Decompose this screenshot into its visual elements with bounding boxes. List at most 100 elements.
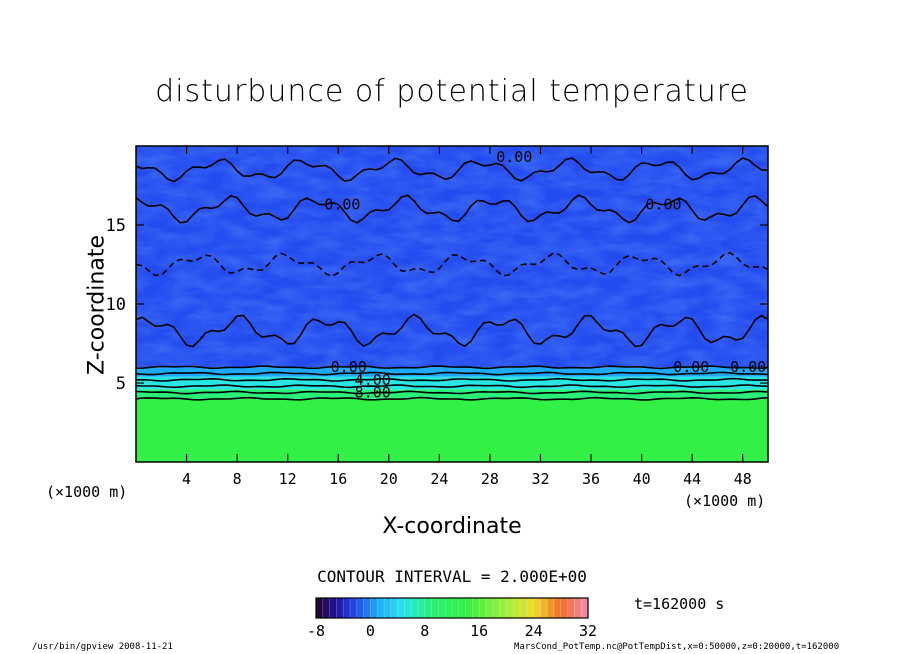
x-unit-right: (×1000 m) (684, 492, 766, 510)
contour-line-mid (135, 313, 769, 348)
colorbar-cell-38 (574, 598, 582, 618)
colorbar-cell-8 (370, 598, 378, 618)
x-tick-label-1: 8 (233, 470, 242, 488)
contour-label-3: 0.00 (496, 148, 532, 166)
colorbar-cell-35 (554, 598, 562, 618)
contour-label-1: 0.00 (324, 195, 360, 213)
colorbar-cell-36 (560, 598, 568, 618)
footer-right: MarsCond_PotTemp.nc@PotTempDist,x=0:5000… (514, 642, 840, 652)
colorbar-cell-4 (343, 598, 351, 618)
contour-line-3 (136, 377, 769, 382)
x-tick-label-6: 28 (481, 470, 499, 488)
y-tick-label-2: 15 (106, 216, 126, 236)
y-tick-label-0: 5 (116, 374, 126, 394)
field-texture (136, 146, 768, 368)
colorbar-cell-25 (486, 598, 494, 618)
contour-line-5 (136, 365, 769, 370)
x-tick-label-4: 20 (380, 470, 398, 488)
colorbar-cell-0 (316, 598, 324, 618)
x-unit-left: (×1000 m) (46, 483, 128, 501)
colorbar-cell-3 (336, 598, 344, 618)
colorbar-cell-19 (445, 598, 453, 618)
field-band-0 (136, 398, 768, 462)
colorbar-cell-7 (363, 598, 371, 618)
colorbar-cell-34 (547, 598, 555, 618)
colorbar-cell-24 (479, 598, 487, 618)
contour-label-4: 0.00 (331, 358, 367, 376)
colorbar-cell-33 (540, 598, 548, 618)
x-tick-label-8: 36 (582, 470, 600, 488)
x-tick-label-9: 40 (633, 470, 651, 488)
colorbar-cell-12 (397, 598, 405, 618)
colorbar-cell-9 (377, 598, 385, 618)
x-ticks: 4 8 12 16 20 24 28 32 36 40 44 48 (182, 146, 752, 488)
colorbar-cell-23 (472, 598, 480, 618)
x-tick-label-0: 4 (182, 470, 191, 488)
colorbar-cell-14 (411, 598, 419, 618)
colorbar-cell-18 (438, 598, 446, 618)
colorbar-cell-6 (356, 598, 364, 618)
x-tick-label-2: 12 (279, 470, 297, 488)
x-tick-label-3: 16 (329, 470, 347, 488)
chart-title: disturbunce of potential temperature (155, 74, 749, 109)
footer-left: /usr/bin/gpview 2008-11-21 (32, 642, 173, 652)
colorbar-frame (315, 597, 589, 619)
x-tick-label-7: 32 (531, 470, 549, 488)
x-tick-label-11: 48 (734, 470, 752, 488)
contour-label-8: 8.00 (355, 383, 391, 401)
x-tick-label-10: 44 (683, 470, 701, 488)
colorbar-cell-16 (424, 598, 432, 618)
colorbar-tick-label-4: 24 (525, 622, 543, 640)
contour-line-upper (135, 194, 769, 224)
x-tick-label-5: 24 (430, 470, 448, 488)
colorbar-cell-21 (458, 598, 466, 618)
contour-line-1 (135, 390, 769, 395)
colorbar-tick-label-1: 0 (366, 622, 375, 640)
colorbar-cell-32 (533, 598, 541, 618)
contour-interval-note: CONTOUR INTERVAL = 2.000E+00 (317, 567, 587, 586)
colorbar-cell-5 (350, 598, 358, 618)
contour-line-2 (135, 384, 769, 389)
colorbar-tick-label-3: 16 (470, 622, 488, 640)
colorbar-cell-2 (329, 598, 337, 618)
contour-line-top (135, 157, 769, 183)
colorbar-cell-39 (581, 598, 589, 618)
colorbar-tick-label-5: 32 (579, 622, 597, 640)
field-layer (136, 146, 768, 462)
colorbar-cell-1 (322, 598, 330, 618)
colorbar-tick-label-2: 8 (420, 622, 429, 640)
contour-label-6: 0.00 (730, 358, 766, 376)
y-axis-label: Z-coordinate (84, 235, 110, 375)
contour-line-dashed (135, 251, 769, 278)
x-axis-label: X-coordinate (382, 514, 522, 539)
colorbar-cell-29 (513, 598, 521, 618)
contour-line-4 (135, 371, 769, 376)
field-band-1 (136, 389, 768, 399)
colorbar-cell-31 (526, 598, 534, 618)
contour-line-0 (135, 396, 769, 401)
time-label: t=162000 s (634, 595, 725, 613)
colorbar-cell-20 (452, 598, 460, 618)
contour-label-2: 0.00 (645, 195, 681, 213)
colorbar-cell-37 (567, 598, 575, 618)
colorbar-cell-13 (404, 598, 412, 618)
colorbar-cell-30 (520, 598, 528, 618)
colorbar-cell-26 (492, 598, 500, 618)
colorbar-tick-label-0: -8 (307, 622, 325, 640)
colorbar: -8 0 8 16 24 32 (307, 597, 597, 640)
colorbar-cell-11 (390, 598, 398, 618)
y-ticks: 5 10 15 (106, 216, 768, 394)
colorbar-cell-27 (499, 598, 507, 618)
contour-label-5: 0.00 (673, 358, 709, 376)
contour-label-7: 4.00 (355, 371, 391, 389)
colorbar-cell-17 (431, 598, 439, 618)
contour-layer (135, 157, 769, 401)
colorbar-cell-22 (465, 598, 473, 618)
y-tick-label-1: 10 (106, 295, 126, 315)
colorbar-cell-10 (384, 598, 392, 618)
colorbar-cell-15 (418, 598, 426, 618)
contour-label-layer: 0.00 0.000.000.00 0.00 0.004.008.00 (324, 148, 766, 401)
colorbar-cell-28 (506, 598, 514, 618)
